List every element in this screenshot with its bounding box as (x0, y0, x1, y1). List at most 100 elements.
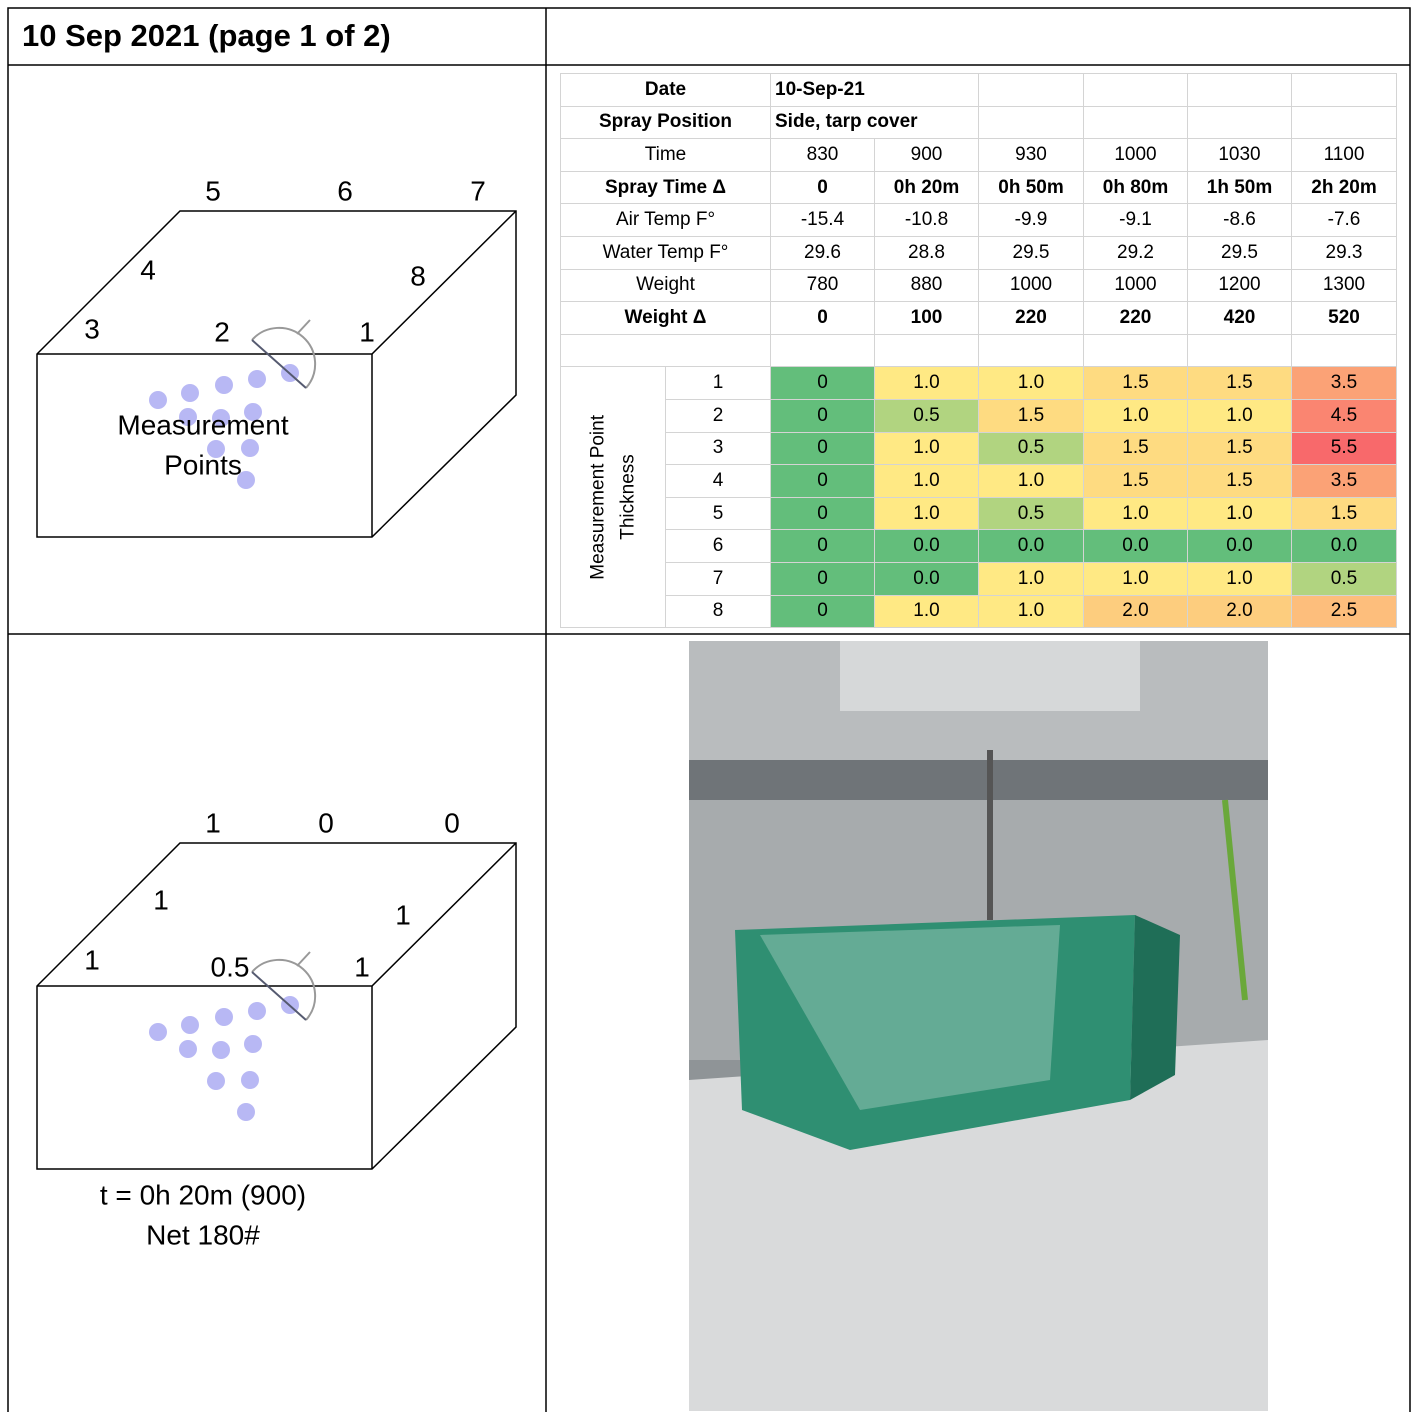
point-label: 1 (359, 316, 375, 347)
point-number: 1 (665, 366, 771, 400)
row-label: Weight Δ (560, 301, 771, 335)
point-number: 8 (665, 594, 771, 629)
thickness-cell: 1.5 (1083, 464, 1188, 498)
table-row: Air Temp F° -15.4 -10.8 -9.9 -9.1 -8.6 -7.6 (560, 203, 1397, 237)
thickness-cell: 0.5 (978, 431, 1084, 466)
table-cell: 29.5 (978, 235, 1084, 270)
measurement-dot (179, 1040, 197, 1058)
measurement-dot (241, 439, 259, 457)
thickness-cell: 0 (770, 561, 875, 596)
measurement-dot (241, 1071, 259, 1089)
point-label: 0 (318, 807, 334, 838)
table-cell (874, 333, 979, 368)
table-cell: -10.8 (874, 203, 979, 237)
thickness-cell: 0.0 (1187, 529, 1292, 563)
row-label: Date (560, 73, 771, 107)
thickness-cell: 1.5 (1187, 366, 1292, 400)
measurement-dot (215, 376, 233, 394)
thickness-cell: 0 (770, 529, 875, 563)
thickness-cell: 2.5 (1291, 594, 1397, 629)
row-label: Spray Time Δ (560, 170, 771, 205)
table-cell: 28.8 (874, 235, 979, 270)
thickness-cell: 1.0 (1187, 496, 1292, 531)
table-cell (1291, 73, 1397, 107)
table-cell: 1000 (1083, 268, 1188, 303)
table-row (560, 333, 1397, 368)
thickness-cell: 0.5 (1291, 561, 1397, 596)
point-label: 6 (337, 175, 353, 206)
measurement-dot (215, 1008, 233, 1026)
table-row: 3 0 1.0 0.5 1.5 1.5 5.5 (561, 431, 1397, 466)
outer-border (7, 7, 1411, 1412)
point-number: 5 (665, 496, 771, 531)
table-row: Weight Δ 0 100 220 220 420 520 (560, 301, 1397, 335)
table-cell: 0 (770, 170, 875, 205)
table-cell: 1200 (1187, 268, 1292, 303)
table-row: 2 0 0.5 1.5 1.0 1.0 4.5 (561, 398, 1397, 433)
thickness-cell: 1.0 (874, 594, 979, 629)
measurement-dot (207, 1072, 225, 1090)
thickness-cell: 0.5 (874, 398, 979, 433)
thickness-cell: 0 (770, 366, 875, 400)
measurement-dot (181, 1016, 199, 1034)
measurement-dot (179, 408, 197, 426)
measurement-dot (244, 403, 262, 421)
row-label: Time (560, 138, 771, 172)
sprayer-arc (251, 326, 317, 389)
table-row: Measurement Point Thickness 1 0 1.0 1.0 1.5 1.5… (560, 366, 1397, 628)
point-number: 4 (665, 464, 771, 498)
thickness-cell: 4.5 (1291, 398, 1397, 433)
table-cell: -8.6 (1187, 203, 1292, 237)
table-row: Time 830 900 930 1000 1030 1100 (560, 138, 1397, 172)
table-cell: 1000 (978, 268, 1084, 303)
table-cell (770, 333, 875, 368)
thickness-cell: 0 (770, 464, 875, 498)
table-row: Weight 780 880 1000 1000 1200 1300 (560, 268, 1397, 303)
table-cell: 220 (1083, 301, 1188, 335)
thickness-cell: 0.0 (874, 561, 979, 596)
thickness-cell: 1.0 (874, 366, 979, 400)
point-label: 1 (395, 899, 411, 930)
table-cell: 520 (1291, 301, 1397, 335)
table-cell: 2h 20m (1291, 170, 1397, 205)
point-label: 4 (140, 254, 156, 285)
table-cell: 0h 20m (874, 170, 979, 205)
box-diagram: 1 0 01 11 0.5 1t = 0h 20m (900)Net 180# (36, 807, 517, 1250)
box-outline (36, 842, 517, 1170)
table-cell: 29.5 (1187, 235, 1292, 270)
measurement-dot (248, 1002, 266, 1020)
point-label: 0 (444, 807, 460, 838)
table-row: 6 0 0.0 0.0 0.0 0.0 0.0 (561, 529, 1397, 563)
diagram-caption: Measurement (117, 409, 288, 440)
sprayer-nozzle (251, 339, 307, 389)
point-label: 3 (84, 313, 100, 344)
thickness-cell: 2.0 (1083, 594, 1188, 629)
point-number: 3 (665, 431, 771, 466)
table-row: Date 10-Sep-21 (560, 73, 1397, 107)
measurement-dot (237, 471, 255, 489)
group-label-line: Thickness (617, 454, 638, 540)
thickness-cell: 1.0 (1083, 561, 1188, 596)
measurement-dot (248, 370, 266, 388)
measurement-dot (212, 409, 230, 427)
photo (689, 641, 1268, 1411)
table-cell (978, 333, 1084, 368)
thickness-cell: 1.5 (1291, 496, 1397, 531)
point-label: 7 (470, 175, 486, 206)
point-label: 1 (354, 951, 370, 982)
thickness-cell: 1.5 (1187, 431, 1292, 466)
table-row: 7 0 0.0 1.0 1.0 1.0 0.5 (561, 561, 1397, 596)
table-cell (560, 333, 771, 368)
thickness-cell: 1.0 (978, 594, 1084, 629)
table-cell: 830 (770, 138, 875, 172)
sprayer-arc (251, 958, 317, 1021)
thickness-cell: 1.0 (874, 464, 979, 498)
table-row: 4 0 1.0 1.0 1.5 1.5 3.5 (561, 464, 1397, 498)
table-cell: 29.2 (1083, 235, 1188, 270)
table-cell: -9.9 (978, 203, 1084, 237)
point-label: 2 (214, 316, 230, 347)
sprayer-stem (296, 319, 311, 335)
point-label: 1 (153, 884, 169, 915)
measurement-dot (244, 1035, 262, 1053)
thickness-cell: 0.0 (978, 529, 1084, 563)
